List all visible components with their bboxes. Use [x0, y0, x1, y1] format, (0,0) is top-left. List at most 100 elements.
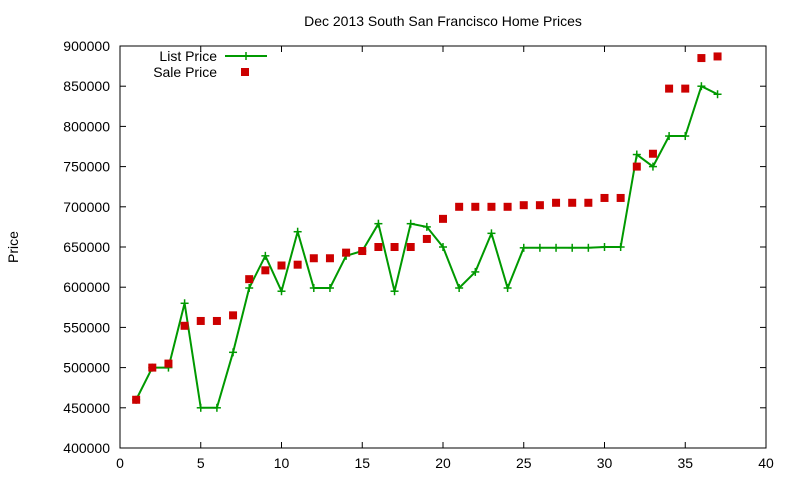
data-point	[455, 284, 464, 293]
data-point	[584, 198, 593, 207]
x-tick-label: 5	[197, 455, 205, 471]
data-point	[681, 132, 690, 141]
x-tick-label: 15	[354, 455, 370, 471]
data-point	[648, 162, 657, 171]
data-point	[245, 284, 254, 293]
data-point	[277, 261, 286, 270]
x-tick-label: 10	[274, 455, 290, 471]
data-point	[406, 219, 415, 228]
data-point	[568, 243, 577, 252]
data-point	[245, 275, 254, 284]
y-tick-label: 550000	[63, 319, 110, 335]
data-point	[164, 359, 173, 368]
x-tick-label: 35	[677, 455, 693, 471]
y-tick-label: 650000	[63, 239, 110, 255]
data-point	[519, 243, 528, 252]
data-point	[665, 84, 674, 93]
data-point	[180, 299, 189, 308]
x-tick-label: 20	[435, 455, 451, 471]
data-point	[584, 243, 593, 252]
data-point	[568, 198, 577, 207]
data-point	[503, 202, 512, 211]
data-point	[455, 202, 464, 211]
data-point	[439, 243, 447, 251]
data-point	[697, 82, 706, 91]
data-point	[132, 395, 141, 404]
series-sale-price	[132, 52, 722, 404]
data-point	[325, 284, 334, 293]
data-point	[325, 254, 334, 263]
y-tick-label: 700000	[63, 199, 110, 215]
data-point	[600, 243, 609, 251]
data-point	[342, 248, 351, 257]
data-point	[212, 403, 221, 412]
data-point	[471, 267, 480, 276]
data-point	[697, 54, 706, 63]
data-point	[535, 243, 544, 252]
y-tick-label: 400000	[63, 440, 110, 456]
data-point	[390, 287, 399, 296]
data-point	[374, 219, 383, 228]
chart-title: Dec 2013 South San Francisco Home Prices	[304, 13, 582, 29]
y-tick-label: 500000	[63, 360, 110, 376]
data-point	[713, 90, 722, 99]
data-point	[229, 348, 238, 357]
y-tick-label: 450000	[63, 400, 110, 416]
data-point	[261, 266, 270, 275]
x-tick-label: 25	[516, 455, 532, 471]
data-point	[390, 243, 399, 251]
data-point	[600, 193, 609, 202]
data-point	[422, 222, 431, 231]
data-point	[293, 227, 302, 236]
data-point	[616, 193, 625, 202]
y-axis-label: Price	[5, 231, 21, 263]
data-point	[665, 132, 674, 141]
y-tick-label: 800000	[63, 118, 110, 134]
data-point	[713, 52, 722, 61]
y-tick-label: 750000	[63, 159, 110, 175]
data-point	[471, 202, 480, 211]
x-tick-label: 30	[597, 455, 613, 471]
data-point	[293, 260, 302, 269]
data-point	[487, 229, 496, 238]
data-point	[503, 284, 512, 293]
series-layer	[132, 52, 722, 412]
y-tick-label: 850000	[63, 78, 110, 94]
x-tick-label: 0	[116, 455, 124, 471]
data-point	[196, 316, 205, 325]
data-point	[180, 321, 189, 330]
data-point	[148, 363, 157, 372]
data-point	[439, 214, 447, 223]
data-point	[196, 403, 205, 412]
legend-label: List Price	[159, 48, 217, 64]
legend-marker	[241, 68, 249, 76]
data-point	[406, 243, 415, 251]
legend-marker	[242, 52, 250, 60]
data-point	[229, 311, 238, 320]
y-tick-label: 600000	[63, 279, 110, 295]
y-tick-label: 900000	[63, 38, 110, 54]
tick-marks	[119, 45, 767, 449]
data-point	[358, 247, 367, 256]
data-point	[632, 162, 641, 171]
data-point	[519, 201, 528, 210]
data-point	[487, 202, 496, 211]
data-point	[552, 198, 561, 207]
legend-label: Sale Price	[153, 64, 217, 80]
data-point	[309, 254, 318, 263]
data-point	[552, 243, 561, 252]
data-point	[632, 150, 641, 159]
data-point	[681, 84, 690, 93]
data-point	[309, 284, 318, 293]
data-point	[422, 234, 431, 243]
data-point	[261, 251, 270, 260]
data-point	[616, 243, 625, 251]
data-point	[535, 201, 544, 210]
data-point	[212, 316, 221, 325]
tick-labels: 0 5 10 15 20 25 30 35 40 400000 450000 500000 550000…	[63, 38, 774, 471]
data-point	[648, 149, 657, 158]
x-tick-label: 40	[758, 455, 774, 471]
data-point	[277, 287, 286, 296]
